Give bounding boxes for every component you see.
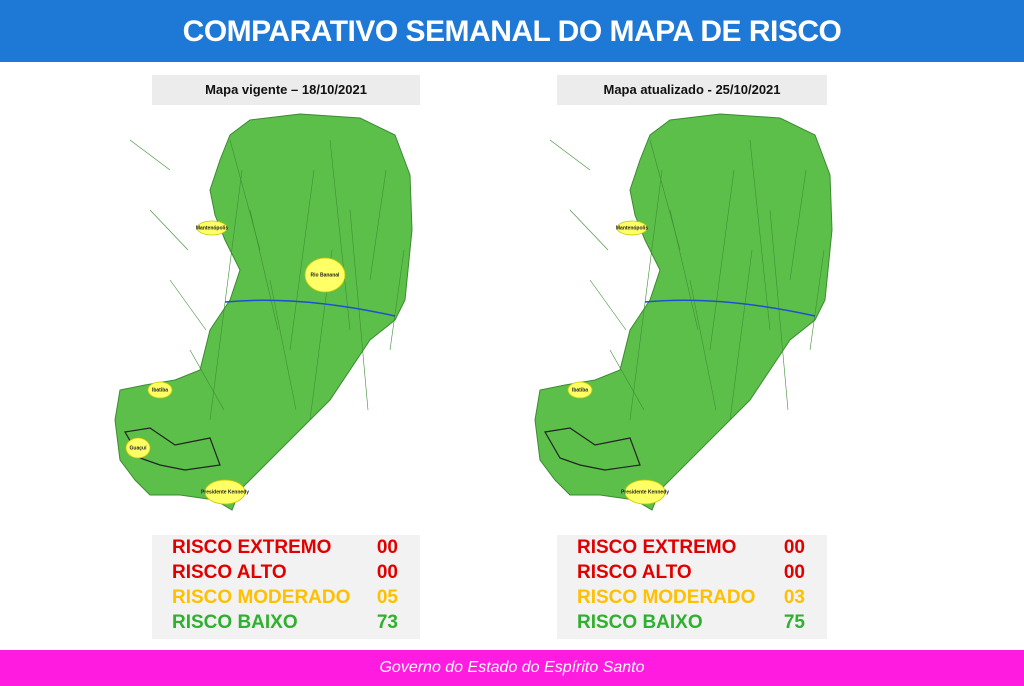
municipality-border [629, 169, 663, 421]
municipality-border [589, 279, 627, 331]
municipality-border [389, 249, 405, 351]
risk-table: RISCO EXTREMO 00 RISCO ALTO 00 RISCO MODERAD… [152, 535, 420, 639]
municipality-border [749, 139, 771, 331]
state-shape [114, 113, 413, 511]
moderate-risk-area [204, 479, 246, 505]
municipality-border [669, 209, 699, 331]
municipality-border [329, 139, 351, 331]
municipality-border [249, 209, 279, 331]
map: Mantenópolis Rio Bananal Ibatiba Guaçuí Pres… [114, 113, 413, 511]
municipality-border [709, 169, 735, 351]
municipality-border [169, 279, 207, 331]
moderate-risk-area [567, 381, 593, 399]
moderate-risk-area [616, 220, 648, 236]
risk-count: 00 [376, 562, 398, 583]
municipality-border [549, 139, 591, 171]
region-outline [124, 427, 221, 471]
moderate-risk-area [147, 381, 173, 399]
risk-row: RISCO MODERADO 05 [152, 587, 420, 612]
risk-row: RISCO MODERADO 03 [557, 587, 827, 612]
municipality-label: Presidente Kennedy [621, 489, 669, 495]
municipality-border [809, 249, 825, 351]
municipality-border [129, 139, 171, 171]
municipality-border [769, 209, 789, 411]
risk-label: RISCO EXTREMO [577, 537, 737, 558]
map-subtitle: Mapa atualizado - 25/10/2021 [557, 75, 827, 105]
municipality-border [269, 279, 297, 411]
municipality-label: Ibatiba [572, 387, 588, 393]
region-outline [544, 427, 641, 471]
municipality-label: Ibatiba [152, 387, 168, 393]
municipality-border [349, 209, 369, 411]
municipality-border [729, 249, 753, 421]
risk-row: RISCO EXTREMO 00 [152, 537, 420, 562]
risk-label: RISCO BAIXO [577, 612, 703, 633]
risk-label: RISCO ALTO [577, 562, 692, 583]
header-title: COMPARATIVO SEMANAL DO MAPA DE RISCO [0, 0, 1024, 62]
municipality-border [689, 279, 717, 411]
risk-count: 73 [376, 612, 398, 633]
risk-label: RISCO BAIXO [172, 612, 298, 633]
municipality-label: Mantenópolis [196, 225, 228, 231]
municipality-label: Rio Bananal [311, 272, 341, 278]
moderate-risk-area [125, 437, 151, 459]
map-subtitle: Mapa vigente – 18/10/2021 [152, 75, 420, 105]
risk-label: RISCO MODERADO [172, 587, 351, 608]
risk-count: 00 [783, 562, 805, 583]
risk-row: RISCO EXTREMO 00 [557, 537, 827, 562]
risk-label: RISCO MODERADO [577, 587, 756, 608]
municipality-border [209, 169, 243, 421]
moderate-risk-area [304, 257, 346, 293]
river [644, 299, 816, 317]
municipality-label: Mantenópolis [616, 225, 648, 231]
municipality-border [289, 169, 315, 351]
municipality-border [609, 349, 645, 411]
municipality-border [789, 169, 807, 281]
risk-label: RISCO EXTREMO [172, 537, 332, 558]
risk-count: 75 [783, 612, 805, 633]
municipality-label: Guaçuí [130, 445, 148, 451]
risk-count: 00 [376, 537, 398, 558]
municipality-border [569, 209, 609, 251]
risk-count: 05 [376, 587, 398, 608]
river [224, 299, 396, 317]
risk-row: RISCO BAIXO 73 [152, 612, 420, 637]
municipality-label: Presidente Kennedy [201, 489, 249, 495]
risk-row: RISCO ALTO 00 [557, 562, 827, 587]
risk-count: 00 [783, 537, 805, 558]
municipality-border [149, 209, 189, 251]
moderate-risk-area [196, 220, 228, 236]
municipality-border [369, 169, 387, 281]
risk-row: RISCO BAIXO 75 [557, 612, 827, 637]
risk-label: RISCO ALTO [172, 562, 287, 583]
state-shape [534, 113, 833, 511]
map: Mantenópolis Ibatiba Presidente Kennedy [534, 113, 833, 511]
risk-table: RISCO EXTREMO 00 RISCO ALTO 00 RISCO MODERAD… [557, 535, 827, 639]
risk-row: RISCO ALTO 00 [152, 562, 420, 587]
moderate-risk-area [624, 479, 666, 505]
footer: Governo do Estado do Espírito Santo [0, 650, 1024, 686]
risk-count: 03 [783, 587, 805, 608]
municipality-border [189, 349, 225, 411]
